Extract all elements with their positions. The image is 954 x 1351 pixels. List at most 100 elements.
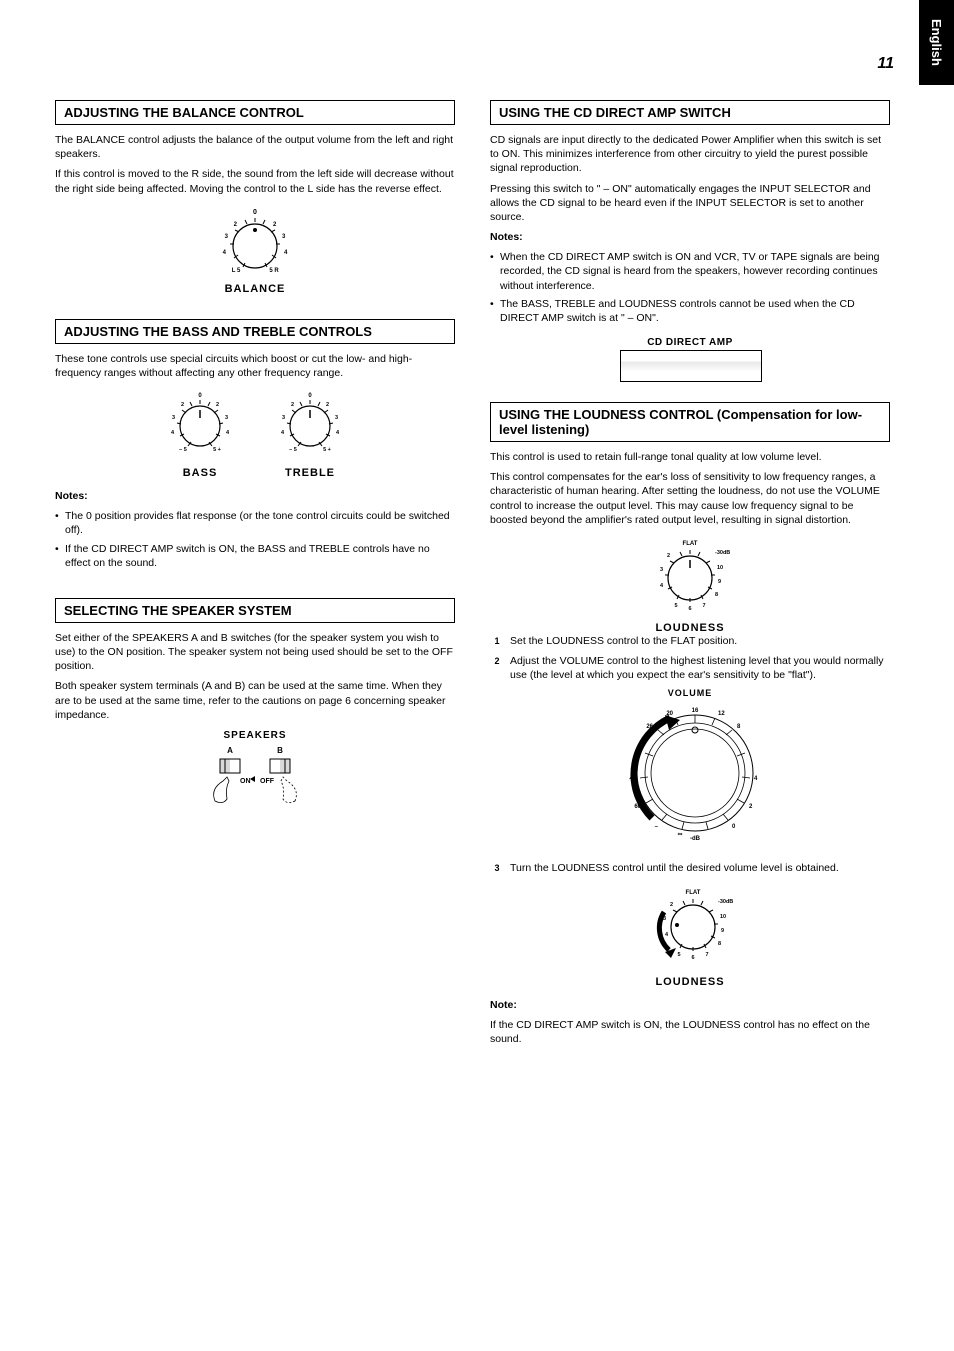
sidebar-language-tab: English — [919, 0, 954, 85]
svg-text:8: 8 — [715, 592, 718, 598]
svg-text:3: 3 — [663, 916, 666, 922]
section-speakers-head: SELECTING THE SPEAKER SYSTEM — [55, 598, 455, 623]
svg-text:-30dB: -30dB — [718, 899, 733, 905]
svg-text:L 5: L 5 — [232, 268, 241, 274]
treble-dial-icon: 0 2 2 3 3 4 4 – 5 5 + — [270, 388, 350, 458]
svg-text:FLAT: FLAT — [686, 890, 701, 896]
svg-text:10: 10 — [720, 914, 726, 920]
svg-text:-dB: -dB — [690, 836, 701, 842]
svg-text:OFF: OFF — [260, 778, 275, 785]
svg-text:8: 8 — [718, 941, 721, 947]
svg-text:5: 5 — [674, 603, 677, 609]
svg-text:4: 4 — [281, 430, 285, 436]
loudness-p2: This control compensates for the ear's l… — [490, 470, 890, 527]
section-loudness-head: USING THE LOUDNESS CONTROL (Compensation… — [490, 402, 890, 442]
basstreble-p1: These tone controls use special circuits… — [55, 352, 455, 380]
cddirect-p1: CD signals are input directly to the ded… — [490, 133, 890, 176]
loudness-step-3: 3 Turn the LOUDNESS control until the de… — [490, 861, 890, 875]
svg-text:2: 2 — [273, 222, 277, 228]
left-column: ADJUSTING THE BALANCE CONTROL The BALANC… — [55, 100, 455, 826]
svg-text:60: 60 — [634, 804, 641, 810]
svg-text:10: 10 — [717, 565, 723, 571]
svg-text:2: 2 — [291, 402, 294, 408]
svg-text:ON: ON — [240, 778, 251, 785]
svg-text:3: 3 — [335, 415, 338, 421]
volume-label: VOLUME — [490, 688, 890, 698]
svg-text:5: 5 — [677, 952, 680, 958]
svg-text:5 +: 5 + — [213, 447, 221, 453]
balance-dial-icon: 0 2 2 3 3 4 4 L 5 5 R — [210, 204, 300, 279]
svg-text:3: 3 — [225, 415, 228, 421]
svg-text:4: 4 — [284, 250, 288, 256]
speakers-switches-icon: A B ON OFF — [195, 741, 315, 821]
svg-text:40: 40 — [629, 776, 636, 782]
svg-text:5 +: 5 + — [323, 447, 331, 453]
cd-direct-label: CD DIRECT AMP — [620, 337, 760, 348]
svg-text:4: 4 — [660, 583, 664, 589]
page-number: 11 — [877, 55, 894, 73]
svg-text:3: 3 — [660, 567, 663, 573]
svg-text:B: B — [277, 746, 283, 755]
svg-text:3: 3 — [225, 234, 229, 240]
svg-text:6: 6 — [691, 955, 694, 961]
svg-text:2: 2 — [216, 402, 219, 408]
loudness-p1: This control is used to retain full-rang… — [490, 450, 890, 464]
svg-text:2: 2 — [181, 402, 184, 408]
speakers-p1: Set either of the SPEAKERS A and B switc… — [55, 631, 455, 674]
svg-text:4: 4 — [171, 430, 175, 436]
bass-treble-dial-row: 0 2 2 3 3 4 4 – 5 5 + BASS — [55, 388, 455, 479]
section-basstreble-head: ADJUSTING THE BASS AND TREBLE CONTROLS — [55, 319, 455, 344]
cddirect-note-2: The BASS, TREBLE and LOUDNESS controls c… — [490, 297, 890, 325]
volume-dial-figure: VOLUME — [490, 688, 890, 853]
svg-text:FLAT: FLAT — [683, 541, 698, 547]
speakers-diagram: SPEAKERS A B ON OFF — [55, 730, 455, 826]
svg-text:– 5: – 5 — [289, 447, 297, 453]
loudness-step-2: 2 Adjust the VOLUME control to the highe… — [490, 654, 890, 682]
step-3-text: Turn the LOUDNESS control until the desi… — [510, 861, 839, 875]
section-cddirect-head: USING THE CD DIRECT AMP SWITCH — [490, 100, 890, 125]
svg-text:4: 4 — [665, 932, 669, 938]
svg-text:0: 0 — [732, 824, 736, 830]
balance-p2: If this control is moved to the R side, … — [55, 167, 455, 195]
loudness-dial-1-figure: FLAT -30dB 2 10 3 9 4 8 5 6 7 LOUDNESS — [490, 533, 890, 634]
svg-text:6: 6 — [688, 606, 691, 612]
svg-text:0: 0 — [253, 209, 257, 216]
svg-text:16: 16 — [692, 708, 699, 714]
svg-text:2: 2 — [749, 804, 753, 810]
svg-text:7: 7 — [705, 952, 708, 958]
step-1-text: Set the LOUDNESS control to the FLAT pos… — [510, 634, 737, 648]
loudness-dial-1-icon: FLAT -30dB 2 10 3 9 4 8 5 6 7 — [640, 533, 740, 613]
svg-text:9: 9 — [721, 928, 724, 934]
loudness-dial-1-label: LOUDNESS — [490, 622, 890, 634]
svg-text:4: 4 — [336, 430, 340, 436]
svg-text:∞: ∞ — [678, 831, 683, 838]
cddirect-note-1: When the CD DIRECT AMP switch is ON and … — [490, 250, 890, 293]
balance-p1: The BALANCE control adjusts the balance … — [55, 133, 455, 161]
cd-direct-button-figure: CD DIRECT AMP — [620, 337, 760, 382]
volume-dial-icon: 16 20 12 26 8 40 4 60 2 – 0 -dB ∞ — [610, 698, 770, 848]
svg-text:12: 12 — [718, 711, 725, 717]
svg-text:4: 4 — [754, 776, 758, 782]
svg-text:2: 2 — [234, 222, 238, 228]
svg-text:4: 4 — [223, 250, 227, 256]
svg-text:20: 20 — [666, 711, 673, 717]
svg-text:26: 26 — [646, 724, 653, 730]
svg-text:7: 7 — [702, 603, 705, 609]
cddirect-notes-head: Notes: — [490, 230, 890, 244]
balance-dial-figure: 0 2 2 3 3 4 4 L 5 5 R BALANCE — [55, 204, 455, 295]
basstreble-note-2: If the CD DIRECT AMP switch is ON, the B… — [55, 542, 455, 570]
bass-dial-icon: 0 2 2 3 3 4 4 – 5 5 + — [160, 388, 240, 458]
svg-text:0: 0 — [198, 393, 202, 399]
basstreble-notes-head: Notes: — [55, 489, 455, 503]
svg-text:– 5: – 5 — [179, 447, 187, 453]
svg-text:2: 2 — [326, 402, 329, 408]
svg-text:A: A — [227, 746, 233, 755]
loudness-dial-2-icon: FLAT -30dB 2 10 9 3 4 8 5 6 7 — [635, 882, 745, 967]
step-2-num: 2 — [490, 654, 504, 668]
svg-text:4: 4 — [226, 430, 230, 436]
cd-direct-button-icon — [620, 350, 762, 382]
step-1-num: 1 — [490, 634, 504, 648]
svg-text:–: – — [655, 824, 659, 830]
svg-text:0: 0 — [308, 393, 312, 399]
svg-text:3: 3 — [282, 234, 286, 240]
